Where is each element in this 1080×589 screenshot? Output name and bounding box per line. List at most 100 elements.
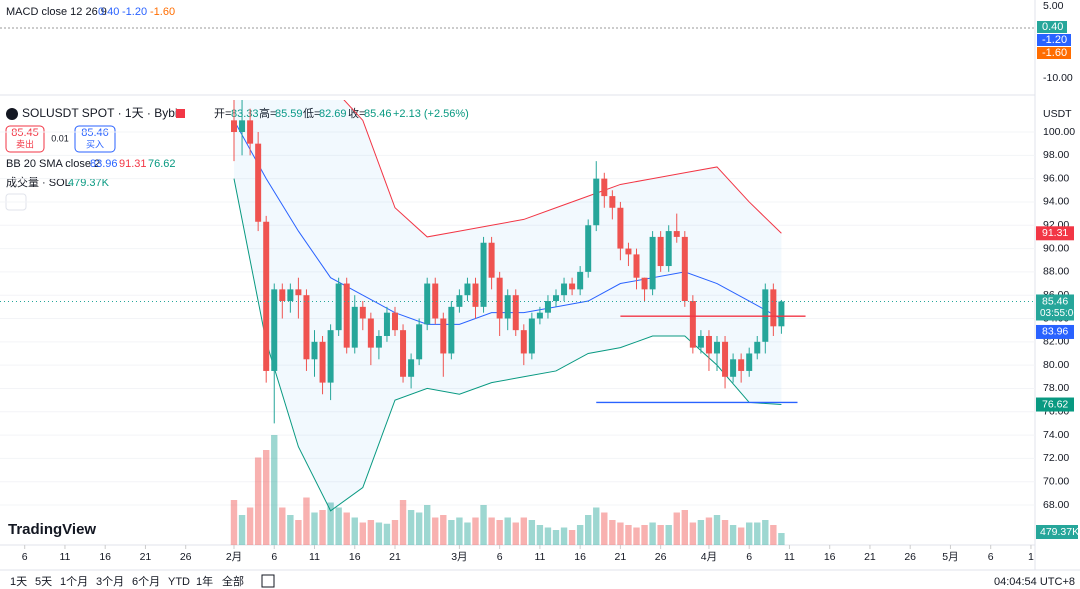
macd-badge-text: -1.60 bbox=[1042, 47, 1067, 59]
volume-bar bbox=[560, 527, 568, 545]
volume-bar bbox=[585, 515, 592, 545]
x-tick-label: 6 bbox=[746, 551, 752, 563]
calendar-icon[interactable] bbox=[261, 574, 275, 588]
candle-body bbox=[400, 330, 407, 377]
x-tick-label: 16 bbox=[824, 551, 836, 563]
bb-middle-badge-text: 83.96 bbox=[1042, 326, 1068, 338]
buy-text[interactable]: 买入 bbox=[86, 139, 104, 149]
volume-bar bbox=[230, 500, 238, 545]
volume-bar bbox=[641, 525, 648, 545]
candle-body bbox=[536, 312, 543, 319]
x-tick-label: 21 bbox=[140, 551, 152, 563]
volume-badge-text: 479.37K bbox=[1040, 526, 1079, 538]
volume-bar bbox=[762, 520, 769, 545]
volume-bar bbox=[729, 525, 737, 545]
candle-body bbox=[311, 341, 318, 360]
candle-body bbox=[231, 120, 237, 132]
volume-bar bbox=[689, 522, 697, 545]
range-button[interactable]: 3个月 bbox=[96, 575, 124, 588]
candle-body bbox=[432, 283, 439, 319]
bb-upper-badge-text: 91.31 bbox=[1042, 227, 1068, 239]
candle-body bbox=[480, 242, 487, 307]
candle-body bbox=[392, 312, 398, 331]
candle-body bbox=[472, 283, 479, 307]
candle-body bbox=[351, 306, 358, 348]
x-tick-label: 2月 bbox=[226, 551, 242, 563]
candle-body bbox=[705, 335, 712, 354]
y-tick-label: 100.00 bbox=[1043, 126, 1075, 138]
y-tick-label: 70.00 bbox=[1043, 475, 1069, 487]
candle-body bbox=[593, 178, 600, 226]
candle-body bbox=[738, 359, 745, 371]
candle-body bbox=[649, 236, 656, 290]
volume-bar bbox=[327, 502, 334, 545]
range-button[interactable]: 全部 bbox=[222, 574, 244, 588]
candle-body bbox=[754, 341, 761, 354]
volume-bar bbox=[673, 512, 680, 545]
candle-body bbox=[367, 318, 374, 348]
clock: 04:04:54 UTC+8 bbox=[994, 576, 1075, 588]
macd-badge bbox=[1037, 47, 1071, 59]
macd-value: -1.60 bbox=[150, 6, 175, 18]
buy-price[interactable]: 85.46 bbox=[81, 127, 109, 139]
volume-bar bbox=[705, 517, 713, 545]
candle-body bbox=[464, 283, 471, 296]
x-tick-label: 26 bbox=[655, 551, 667, 563]
volume-bar bbox=[512, 522, 519, 545]
range-button[interactable]: 1年 bbox=[196, 574, 213, 588]
candle-body bbox=[714, 341, 720, 354]
y-tick-label: 78.00 bbox=[1043, 382, 1069, 394]
volume-bar bbox=[311, 512, 318, 545]
y-tick-label: 68.00 bbox=[1043, 499, 1069, 511]
candle-body bbox=[722, 341, 729, 377]
candle-body bbox=[746, 353, 753, 371]
sell-price[interactable]: 85.45 bbox=[11, 127, 39, 139]
bb-lower-badge bbox=[1036, 397, 1074, 412]
volume-bar bbox=[665, 525, 672, 545]
volume-bar bbox=[415, 512, 423, 545]
volume-bar bbox=[359, 522, 366, 545]
macd-value: 0.40 bbox=[98, 6, 119, 18]
volume-bar bbox=[456, 517, 463, 545]
volume-bar bbox=[424, 505, 431, 545]
range-button[interactable]: 1个月 bbox=[60, 575, 88, 588]
range-button[interactable]: 5天 bbox=[35, 576, 52, 588]
bb-middle-badge bbox=[1036, 324, 1074, 339]
bb-upper bbox=[343, 100, 782, 238]
x-tick-label: 16 bbox=[99, 551, 111, 563]
candle-body bbox=[440, 318, 447, 354]
candle-body bbox=[633, 254, 640, 278]
candle-body bbox=[673, 231, 680, 237]
candle-body bbox=[375, 335, 382, 348]
volume-bar bbox=[351, 517, 358, 545]
y-tick-label: 96.00 bbox=[1043, 172, 1069, 184]
candle-body bbox=[424, 283, 431, 325]
volume-bar bbox=[238, 515, 246, 545]
volume-bar bbox=[399, 500, 407, 545]
candle-body bbox=[383, 312, 390, 336]
macd-tick: 5.00 bbox=[1043, 0, 1064, 12]
candle-body bbox=[512, 295, 519, 331]
macd-badge bbox=[1037, 21, 1067, 33]
volume-bar bbox=[544, 527, 552, 545]
volume-bar bbox=[593, 507, 600, 545]
bb-upper-badge bbox=[1036, 226, 1074, 241]
range-button[interactable]: 6个月 bbox=[132, 575, 160, 588]
candle-body bbox=[343, 283, 350, 348]
x-tick-label: 11 bbox=[309, 551, 320, 563]
x-tick-label: 4月 bbox=[701, 551, 717, 563]
volume-bar bbox=[295, 520, 302, 545]
candle-body bbox=[577, 271, 584, 290]
range-button[interactable]: YTD bbox=[168, 576, 190, 588]
candle-body bbox=[561, 283, 568, 296]
volume-bar bbox=[432, 517, 439, 545]
volume-bar bbox=[737, 527, 745, 545]
candle-body bbox=[287, 289, 294, 302]
range-button[interactable]: 1天 bbox=[10, 576, 27, 588]
volume-bar bbox=[617, 522, 624, 545]
x-tick-label: 16 bbox=[349, 551, 361, 563]
price-pane bbox=[0, 100, 1035, 545]
volume-bar bbox=[343, 512, 350, 545]
sell-text[interactable]: 卖出 bbox=[16, 138, 34, 149]
